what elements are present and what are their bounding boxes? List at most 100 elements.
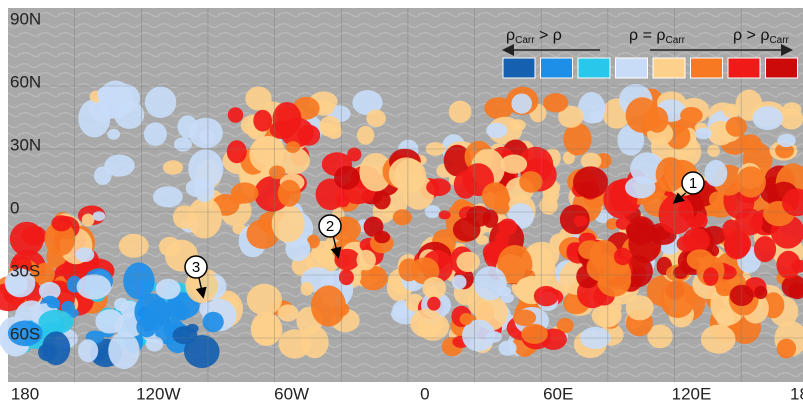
density-blob xyxy=(730,285,754,306)
mars-map: 90N60N30N030S60S180120W60W060E120E180 ρC… xyxy=(0,0,803,407)
density-blob xyxy=(21,226,46,246)
density-blob xyxy=(501,293,514,303)
density-blob xyxy=(726,117,747,137)
density-blob xyxy=(511,94,532,114)
density-blob xyxy=(337,194,349,207)
density-blob xyxy=(460,313,473,325)
density-blob xyxy=(680,107,703,124)
density-blob xyxy=(38,310,73,335)
legend-label-part: ρ = ρ xyxy=(629,27,665,44)
density-blob xyxy=(301,282,314,296)
density-blob xyxy=(410,309,443,338)
lon-label: 120E xyxy=(672,384,712,403)
density-blob xyxy=(499,341,517,356)
density-blob xyxy=(286,141,300,153)
density-blob xyxy=(51,215,71,231)
density-blob xyxy=(753,106,783,130)
density-blob xyxy=(687,249,714,270)
legend-swatch xyxy=(691,58,723,78)
density-blob xyxy=(251,315,282,345)
density-blob xyxy=(456,252,480,272)
legend-label-part: Carr xyxy=(665,35,685,46)
density-blob xyxy=(278,180,301,207)
density-blob xyxy=(187,198,222,239)
density-blob xyxy=(736,166,766,197)
density-blob xyxy=(253,110,272,132)
density-blob xyxy=(195,179,215,202)
density-blob xyxy=(334,249,359,271)
density-blob xyxy=(374,231,390,243)
density-blob xyxy=(114,298,129,311)
density-blob xyxy=(146,336,164,351)
density-blob xyxy=(466,206,491,227)
density-blob xyxy=(123,262,154,299)
density-blob xyxy=(94,166,112,185)
density-blob xyxy=(427,297,440,311)
legend-label-part: > ρ xyxy=(535,27,562,44)
density-blob xyxy=(366,110,386,127)
density-blob xyxy=(782,102,801,116)
density-blob xyxy=(153,186,183,207)
density-blob xyxy=(174,137,192,151)
density-blob xyxy=(311,285,346,326)
density-blob xyxy=(543,93,568,112)
density-blob xyxy=(754,236,776,262)
legend-label-part: ρ > ρ xyxy=(733,27,769,44)
density-blob xyxy=(722,220,740,240)
density-blob xyxy=(145,299,170,325)
density-blob xyxy=(701,325,736,354)
density-blob xyxy=(270,121,295,139)
density-blob xyxy=(227,140,247,163)
marker-label: 3 xyxy=(192,259,200,276)
density-blob xyxy=(495,232,510,246)
legend-label-part: ρ xyxy=(506,27,515,44)
legend-swatch xyxy=(541,58,573,78)
density-blob xyxy=(626,222,648,239)
density-blob xyxy=(509,119,525,131)
density-blob xyxy=(486,123,507,139)
density-blob xyxy=(574,216,588,227)
density-blob xyxy=(591,111,604,123)
density-blob xyxy=(723,104,740,118)
marker-label: 1 xyxy=(689,175,697,192)
density-blob xyxy=(776,251,800,279)
lon-label: 180 xyxy=(11,384,39,403)
density-blob xyxy=(144,122,167,146)
density-blob xyxy=(534,286,559,306)
legend-label-part: Carr xyxy=(515,35,535,46)
density-blob xyxy=(145,87,176,118)
density-blob xyxy=(614,248,632,265)
density-blob xyxy=(119,234,149,258)
density-blob xyxy=(108,332,139,369)
density-blob xyxy=(231,182,259,203)
density-blob xyxy=(78,339,98,362)
density-blob xyxy=(279,329,312,358)
lon-label: 0 xyxy=(420,384,429,403)
density-blob xyxy=(278,305,299,322)
marker-label: 2 xyxy=(326,218,334,235)
density-blob xyxy=(707,145,720,157)
lat-label: 30N xyxy=(10,135,41,154)
density-blob xyxy=(357,126,374,145)
lat-label: 60S xyxy=(10,324,40,343)
density-blob xyxy=(163,160,183,174)
lon-label: 120W xyxy=(136,384,180,403)
density-blob xyxy=(705,160,728,187)
density-blob xyxy=(156,279,181,300)
lat-label: 60N xyxy=(10,72,41,91)
density-blob xyxy=(76,247,95,262)
density-blob xyxy=(521,324,548,344)
density-blob xyxy=(247,284,282,315)
lat-label: 90N xyxy=(10,9,41,28)
density-blob xyxy=(494,190,510,208)
density-blob xyxy=(95,309,124,333)
density-blob xyxy=(269,166,285,180)
density-blob xyxy=(228,107,243,122)
density-blob xyxy=(334,166,360,190)
legend-swatch xyxy=(653,58,685,78)
density-blob xyxy=(449,101,472,123)
density-blob xyxy=(203,312,224,332)
density-blob xyxy=(626,97,659,133)
lon-label: 60E xyxy=(543,384,573,403)
density-blob xyxy=(199,129,214,144)
